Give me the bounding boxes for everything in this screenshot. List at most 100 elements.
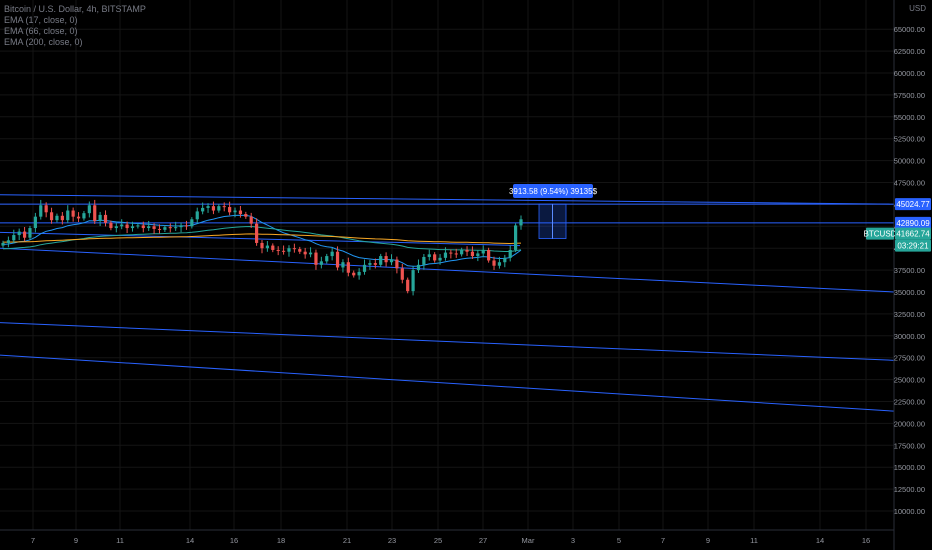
last-price-tag: 41662.74 [896,230,930,239]
candle-body [114,226,118,229]
candle-body [238,210,243,215]
candle-body [82,213,86,219]
candle-body [103,214,108,223]
x-tick-label: 21 [343,536,351,545]
candle-body [233,210,237,213]
candle-body [71,210,75,217]
x-tick-label: 18 [277,536,285,545]
y-tick-label: 60000.00 [894,69,925,78]
candle-body [287,248,291,252]
candle-body [163,227,167,230]
candle-body [281,250,286,252]
candle-body [49,212,54,221]
candle-body [179,225,183,228]
candle-body [157,228,162,230]
x-tick-label: 14 [816,536,824,545]
candle-body [384,256,388,263]
legend-ema-200[interactable]: EMA (200, close, 0) [4,37,83,47]
candle-body [55,215,59,221]
candle-body [368,263,372,265]
symbol-tag: BTCUSD [864,230,897,239]
candle-body [357,271,361,276]
x-tick-label: 16 [862,536,870,545]
ema-66-line [2,225,522,252]
time-axis[interactable]: 7 9 11 14 16 18 21 23 25 27 Mar 3 5 7 9 11 14 16 [31,536,870,545]
y-tick-label: 62500.00 [894,47,925,56]
countdown-tag: 03:29:21 [897,242,929,251]
y-tick-label: 57500.00 [894,91,925,100]
ema-17-line [2,214,522,267]
candle-body [33,216,37,229]
candle-body [325,256,329,262]
ema-200-line [3,233,522,245]
candle-body [136,225,140,227]
candle-body [28,228,32,238]
x-tick-label: 23 [388,536,396,545]
x-tick-label: 7 [661,536,665,545]
candle-body [292,248,296,250]
candle-body [335,251,340,268]
candle-body [395,259,399,269]
countdown-tag-bg [895,239,931,252]
candle-body [87,205,91,214]
candle-body [438,257,442,261]
candles [1,199,523,296]
candle-body [497,262,502,266]
candle-body [319,261,323,265]
candle-body [147,226,151,229]
measure-tool[interactable]: 3913.58 (9.54%) 39135$ [509,184,598,239]
candle-body [1,242,5,246]
candle-body [206,206,210,208]
price-tags: 45024.77 42890.09 BTCUSD 41662.74 03:29:21 [864,198,931,252]
currency-label[interactable]: USD [909,4,926,13]
candle-body [362,264,367,272]
y-tick-label: 27500.00 [894,354,925,363]
candle-body [476,253,480,257]
x-tick-label: 11 [750,536,758,545]
candle-body [406,279,410,292]
candle-body [298,249,302,252]
y-tick-label: 25000.00 [894,376,925,385]
legend-ema-17[interactable]: EMA (17, close, 0) [4,15,78,25]
candle-body [76,216,81,219]
trendline[interactable] [0,194,895,205]
candle-body [373,263,377,265]
trendline[interactable] [0,247,895,293]
candle-body [12,235,16,241]
candle-body [492,260,496,266]
x-tick-label: 9 [74,536,78,545]
candle-body [249,216,253,224]
candle-body [44,205,48,213]
candle-body [271,245,275,250]
candle-body [98,214,102,222]
x-tick-label: 3 [571,536,575,545]
candle-body [487,249,491,261]
y-tick-label: 20000.00 [894,419,925,428]
x-tick-label: 7 [31,536,35,545]
x-tick-label: 25 [434,536,442,545]
candle-body [60,215,64,221]
candle-body [460,249,464,255]
candle-body [470,251,475,257]
grid [0,0,894,530]
candle-body [168,227,172,229]
candle-body [217,206,221,211]
legend-ema-66[interactable]: EMA (66, close, 0) [4,26,78,36]
legend: Bitcoin / U.S. Dollar, 4h, BITSTAMP EMA … [4,4,146,48]
candle-body [503,257,507,263]
candle-body [400,268,404,280]
candle-body [228,207,232,213]
y-tick-label: 17500.00 [894,441,925,450]
candle-body [141,225,145,229]
legend-symbol[interactable]: Bitcoin / U.S. Dollar, 4h, BITSTAMP [4,4,146,14]
candle-body [244,214,248,217]
trendline[interactable] [0,354,895,412]
trendline[interactable] [0,322,895,361]
price-axis[interactable]: 10000.00 12500.00 15000.00 17500.00 20000.00… [894,25,925,516]
price-tag-45024-bg [895,198,931,211]
candle-body [454,253,458,255]
trendline-inner[interactable] [0,231,521,247]
x-tick-label: 16 [230,536,238,545]
